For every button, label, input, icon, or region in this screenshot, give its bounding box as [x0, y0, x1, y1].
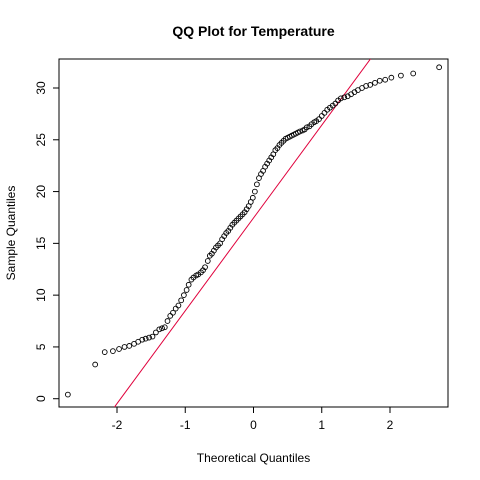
- x-tick-label: -2: [112, 418, 123, 432]
- y-tick-label: 25: [34, 133, 48, 147]
- data-point: [185, 281, 192, 288]
- x-tick-label: 1: [318, 418, 325, 432]
- data-point: [167, 313, 174, 319]
- data-point: [139, 336, 146, 343]
- data-point: [146, 334, 152, 341]
- y-tick-label: 10: [34, 288, 48, 302]
- y-tick-label: 15: [34, 236, 48, 250]
- data-point: [303, 124, 310, 131]
- data-point: [126, 343, 133, 349]
- data-points: [65, 64, 442, 398]
- y-axis: 0 5 10 15 20 25 30: [34, 81, 59, 402]
- y-tick-label: 20: [34, 185, 48, 199]
- x-tick-label: 2: [387, 418, 394, 432]
- data-point: [398, 72, 404, 79]
- data-point: [175, 302, 182, 309]
- y-tick-label: 30: [34, 81, 48, 95]
- data-point: [410, 70, 417, 77]
- data-point: [252, 188, 258, 195]
- data-point: [183, 287, 190, 293]
- data-point: [436, 64, 442, 71]
- data-point: [181, 292, 187, 298]
- chart-title: QQ Plot for Temperature: [172, 23, 335, 39]
- data-point: [341, 94, 348, 101]
- y-axis-label: Sample Quantiles: [4, 186, 18, 281]
- data-point: [65, 391, 71, 398]
- data-point: [116, 346, 122, 352]
- data-point: [254, 181, 260, 188]
- x-axis-label: Theoretical Quantiles: [197, 451, 310, 465]
- data-point: [110, 348, 116, 354]
- data-point: [388, 74, 395, 81]
- x-tick-label: 0: [250, 418, 257, 432]
- data-point: [172, 305, 179, 312]
- data-point: [153, 329, 159, 336]
- reference-line: [113, 59, 372, 407]
- data-point: [321, 110, 328, 116]
- data-point: [376, 77, 383, 84]
- data-point: [178, 297, 185, 304]
- data-point: [382, 76, 389, 83]
- x-axis: -2 -1 0 1 2: [112, 406, 394, 432]
- data-point: [159, 325, 165, 332]
- data-point: [170, 309, 176, 316]
- data-point: [372, 79, 378, 86]
- data-point: [156, 326, 163, 333]
- data-point: [161, 324, 168, 331]
- data-point: [149, 333, 156, 340]
- data-point: [142, 335, 149, 342]
- data-point: [101, 349, 108, 355]
- data-point: [204, 258, 211, 264]
- data-point: [367, 82, 374, 88]
- y-tick-label: 0: [34, 395, 48, 402]
- data-point: [202, 264, 208, 271]
- data-point: [318, 113, 325, 119]
- data-point: [297, 128, 303, 135]
- data-point: [164, 318, 171, 324]
- y-tick-label: 5: [34, 343, 48, 350]
- data-point: [338, 95, 344, 102]
- data-point: [363, 83, 369, 89]
- data-point: [121, 344, 128, 350]
- data-point: [92, 361, 99, 368]
- data-point: [249, 194, 256, 201]
- x-tick-label: -1: [180, 418, 191, 432]
- plot-frame: [58, 58, 449, 408]
